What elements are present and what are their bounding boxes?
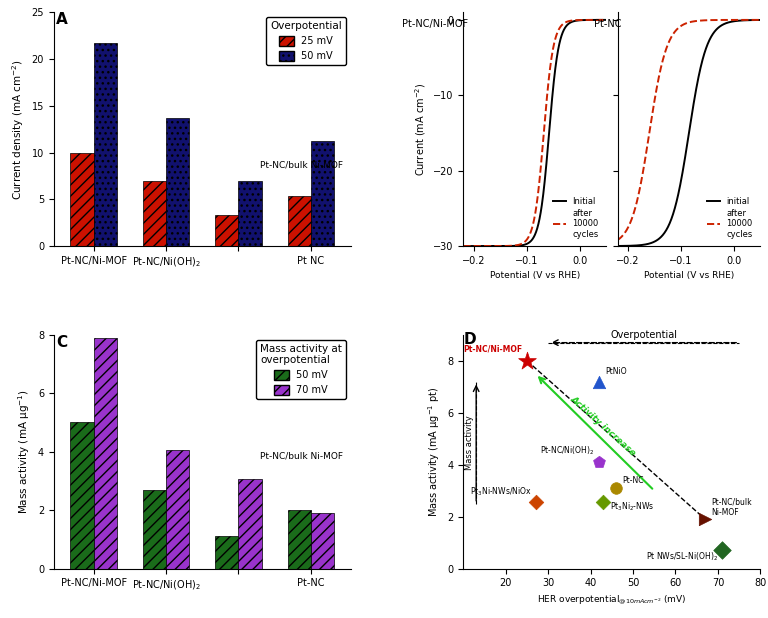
Point xyxy=(529,497,541,507)
Y-axis label: Mass activity (mA μg$^{-1}$ pt): Mass activity (mA μg$^{-1}$ pt) xyxy=(426,386,442,517)
X-axis label: Potential (V vs RHE): Potential (V vs RHE) xyxy=(490,271,580,281)
Legend: Initial, after
10000
cycles: Initial, after 10000 cycles xyxy=(550,194,602,242)
Point xyxy=(593,457,605,467)
Y-axis label: Mass activity (mA μg$^{-1}$): Mass activity (mA μg$^{-1}$) xyxy=(16,389,32,514)
Text: Pt-NC/bulk Ni-MOF: Pt-NC/bulk Ni-MOF xyxy=(260,161,343,169)
Y-axis label: Current density (mA cm$^{-2}$): Current density (mA cm$^{-2}$) xyxy=(10,59,26,200)
Text: Pt-NC/bulk Ni-MOF: Pt-NC/bulk Ni-MOF xyxy=(260,452,343,460)
Text: Mass activity: Mass activity xyxy=(465,415,474,470)
Y-axis label: Current (mA cm$^{-2}$): Current (mA cm$^{-2}$) xyxy=(413,82,428,176)
Text: Pt$_3$Ni$_2$-NWs: Pt$_3$Ni$_2$-NWs xyxy=(610,500,654,513)
Point xyxy=(610,483,622,493)
Point xyxy=(699,514,711,524)
Bar xyxy=(288,510,311,569)
Bar xyxy=(166,118,189,246)
Text: D: D xyxy=(463,332,476,347)
Bar xyxy=(311,513,334,569)
Text: Pt-NC/Ni-MOF: Pt-NC/Ni-MOF xyxy=(464,344,523,353)
Text: Activity increase: Activity increase xyxy=(569,394,638,457)
Bar xyxy=(215,215,238,246)
Text: Pt$_3$Ni-NWs/NiOx: Pt$_3$Ni-NWs/NiOx xyxy=(469,486,531,499)
Text: Pt-NC/bulk
Ni-MOF: Pt-NC/bulk Ni-MOF xyxy=(711,497,752,517)
Legend: 25 mV, 50 mV: 25 mV, 50 mV xyxy=(266,17,346,66)
Bar xyxy=(143,180,166,246)
Bar xyxy=(311,142,334,246)
Point xyxy=(716,546,728,556)
Text: B: B xyxy=(423,0,435,1)
Bar xyxy=(94,338,117,569)
Bar xyxy=(94,43,117,246)
Bar xyxy=(238,180,262,246)
Bar xyxy=(215,536,238,569)
Point xyxy=(521,356,533,366)
Point xyxy=(593,376,605,386)
Text: Pt-NC: Pt-NC xyxy=(623,476,644,486)
Text: Pt NWs/SL-Ni(OH)$_2$: Pt NWs/SL-Ni(OH)$_2$ xyxy=(646,551,718,564)
Text: PtNiO: PtNiO xyxy=(605,368,627,376)
X-axis label: Potential (V vs RHE): Potential (V vs RHE) xyxy=(644,271,734,281)
Bar xyxy=(143,489,166,569)
Text: Overpotential: Overpotential xyxy=(611,330,677,340)
Bar xyxy=(238,480,262,569)
Text: Pt-NC/Ni(OH)$_2$: Pt-NC/Ni(OH)$_2$ xyxy=(541,444,595,457)
Legend: initial, after
10000
cycles: initial, after 10000 cycles xyxy=(704,194,756,242)
X-axis label: HER overpotential$_{@10 mA cm^{-2}}$ (mV): HER overpotential$_{@10 mA cm^{-2}}$ (mV… xyxy=(537,594,687,606)
Bar xyxy=(166,451,189,569)
Bar xyxy=(71,153,94,246)
Text: Pt-NC: Pt-NC xyxy=(594,19,622,30)
Bar xyxy=(71,423,94,569)
Bar xyxy=(288,195,311,246)
Text: C: C xyxy=(56,335,67,350)
Text: A: A xyxy=(56,12,68,27)
Point xyxy=(598,497,610,507)
Text: Pt-NC/Ni-MOF: Pt-NC/Ni-MOF xyxy=(402,19,468,30)
Legend: 50 mV, 70 mV: 50 mV, 70 mV xyxy=(256,340,346,399)
